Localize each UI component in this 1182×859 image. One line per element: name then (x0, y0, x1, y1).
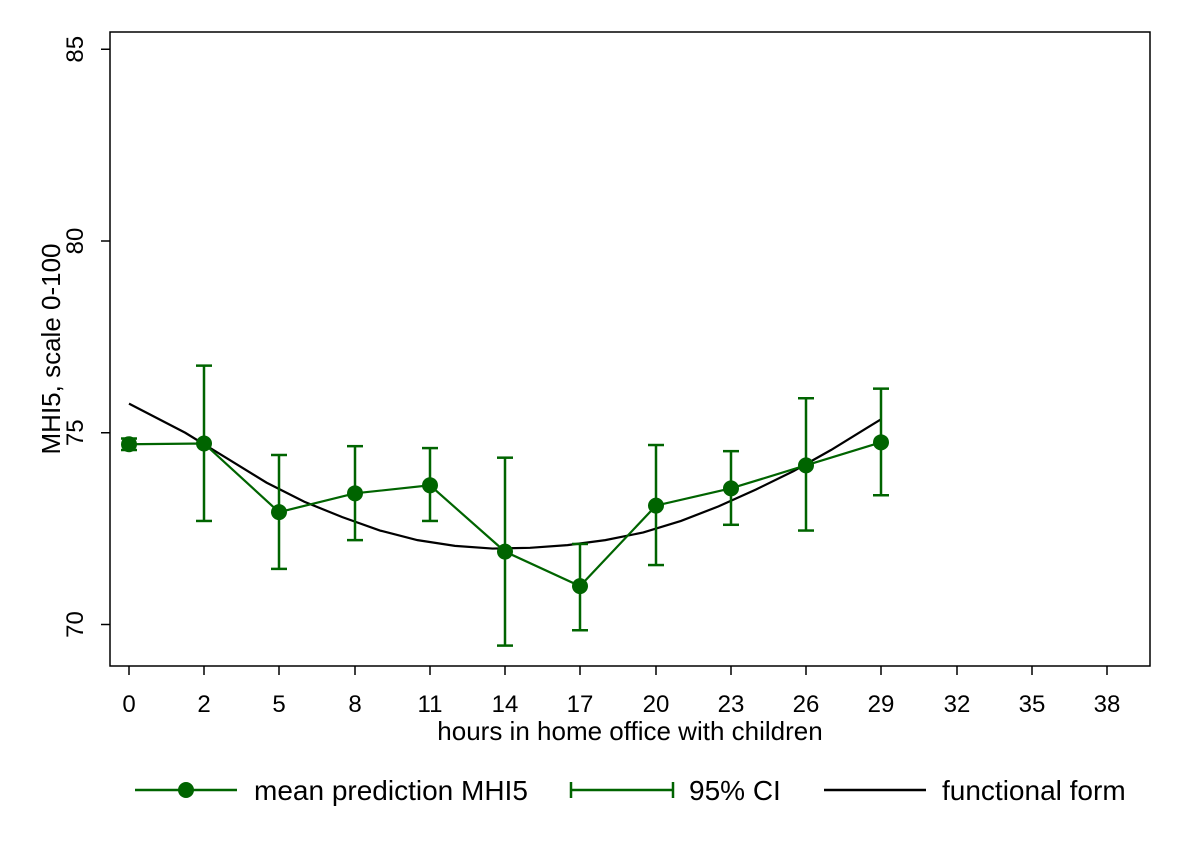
x-tick-label: 26 (793, 691, 820, 718)
x-tick-label: 5 (272, 691, 285, 718)
mean-prediction-point (497, 543, 513, 560)
y-axis: 70 75 80 85 (62, 36, 110, 638)
legend-fit-label: functional form (942, 775, 1126, 806)
mean-prediction-point (723, 480, 739, 497)
x-tick-label: 29 (868, 691, 895, 718)
x-tick-label: 14 (492, 691, 519, 718)
mean-prediction-point (121, 436, 137, 453)
mean-prediction-point (873, 434, 889, 451)
mean-prediction-point (798, 457, 814, 474)
y-tick-label: 75 (62, 419, 89, 446)
x-axis-title: hours in home office with children (437, 716, 822, 746)
y-axis-title: MHI5, scale 0-100 (36, 244, 66, 455)
legend: mean prediction MHI5 95% CI functional f… (135, 775, 1126, 806)
x-tick-label: 2 (197, 691, 210, 718)
mean-prediction-point (572, 578, 588, 595)
x-tick-label: 38 (1094, 691, 1121, 718)
mean-prediction-point (648, 497, 664, 514)
x-tick-label: 8 (348, 691, 361, 718)
mean-prediction-point (271, 504, 287, 521)
mean-prediction-point (196, 435, 212, 452)
x-axis: 0 2 5 8 11 14 17 20 23 26 29 32 35 38 (122, 666, 1120, 718)
y-tick-label: 80 (62, 228, 89, 255)
x-tick-label: 23 (718, 691, 745, 718)
legend-mean-marker (178, 782, 194, 798)
x-tick-label: 11 (418, 691, 443, 718)
y-tick-label: 70 (62, 611, 89, 638)
legend-ci-label: 95% CI (689, 775, 781, 806)
y-tick-label: 85 (62, 36, 89, 63)
x-tick-label: 35 (1019, 691, 1046, 718)
x-tick-label: 32 (944, 691, 971, 718)
x-tick-label: 20 (643, 691, 670, 718)
x-tick-label: 0 (122, 691, 135, 718)
mean-layer (121, 434, 889, 595)
x-tick-label: 17 (567, 691, 594, 718)
legend-mean-label: mean prediction MHI5 (254, 775, 528, 806)
mean-prediction-point (347, 485, 363, 502)
ci-layer (121, 364, 889, 647)
plot-frame (109, 31, 1151, 667)
mean-prediction-point (422, 477, 438, 494)
